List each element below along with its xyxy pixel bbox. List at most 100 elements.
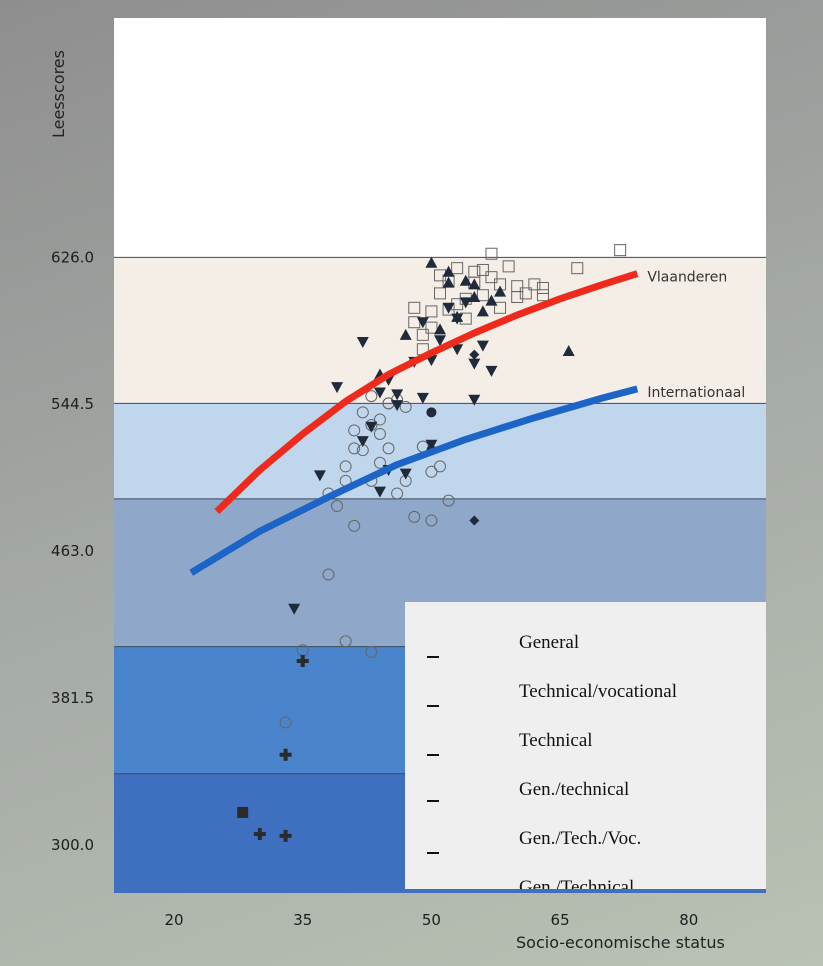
cross-point: [283, 748, 288, 761]
triangle-up-point: [476, 305, 489, 317]
legend-item: Gen./technical: [405, 779, 766, 809]
cross-point: [300, 655, 305, 668]
legend-marker: [427, 705, 439, 707]
triangle-down-point: [468, 394, 481, 406]
triangle-up-point: [399, 328, 412, 340]
cross-point: [283, 829, 288, 842]
open-square-point: [408, 301, 421, 314]
open-square-point: [536, 289, 549, 302]
triangle-down-point: [416, 392, 429, 404]
y-axis-ticks: 626.0 544.5 463.0 381.5 300.0: [51, 248, 94, 854]
y-tick-label: 626.0: [51, 248, 94, 266]
curve-label: Vlaanderen: [647, 270, 727, 286]
open-square-point: [502, 260, 515, 273]
triangle-up-point: [451, 310, 464, 322]
open-square-point: [485, 271, 498, 284]
triangle-down-point: [313, 470, 326, 482]
open-circle-point: [348, 442, 361, 455]
legend-item: Technical: [405, 730, 766, 760]
score-band: [114, 18, 766, 258]
open-circle-point: [442, 494, 455, 507]
triangle-down-point: [373, 387, 386, 399]
open-square-point: [416, 328, 429, 341]
open-square-point: [451, 262, 464, 275]
y-tick-label: 544.5: [51, 395, 94, 413]
legend: General Technical/vocational Technical Gen.…: [405, 602, 766, 889]
curve-vlaanderen: [214, 270, 639, 515]
open-square-point: [485, 247, 498, 260]
x-tick-label: 20: [165, 911, 184, 929]
open-square-point: [476, 289, 489, 302]
open-square-point: [434, 287, 446, 300]
y-tick-label: 381.5: [51, 689, 94, 707]
legend-marker: [427, 852, 439, 854]
triangle-up-point: [425, 256, 438, 268]
legend-item: Gen./Tech./Voc.: [405, 828, 766, 858]
triangle-down-point: [365, 421, 378, 433]
triangle-down-point: [331, 382, 344, 394]
open-circle-point: [425, 465, 438, 478]
triangle-up-point: [468, 290, 481, 302]
open-circle-point: [348, 519, 361, 532]
open-circle-point: [399, 400, 412, 413]
legend-marker: [427, 754, 439, 756]
x-tick-label: 65: [551, 911, 570, 929]
trend-curves: Vlaanderen Internationaal: [189, 270, 745, 576]
legend-label: Gen./Technical: [519, 877, 635, 889]
open-circle-point: [331, 500, 344, 513]
open-square-point: [536, 281, 549, 294]
open-circle-point: [279, 716, 292, 729]
open-square-point: [476, 263, 489, 276]
x-axis-title: Socio-economische status: [516, 933, 725, 952]
triangle-down-point: [442, 302, 455, 314]
curve-internationaal: [189, 385, 639, 576]
open-square-point: [468, 265, 481, 278]
open-circle-point: [382, 442, 395, 455]
open-circle-point: [365, 390, 378, 403]
open-circle-point: [339, 635, 352, 648]
filled-square-point: [237, 806, 249, 818]
triangle-up-point: [442, 265, 455, 277]
triangle-up-point: [434, 323, 446, 335]
legend-item: Gen./Technical: [405, 877, 766, 889]
triangle-down-point: [416, 317, 429, 329]
open-square-point: [528, 278, 541, 291]
triangle-down-point: [391, 389, 404, 401]
triangle-up-point: [442, 276, 455, 288]
open-circle-point: [425, 514, 438, 527]
legend-label: Technical/vocational: [519, 681, 677, 702]
open-circle-point: [373, 413, 386, 426]
triangle-down-point: [476, 340, 489, 352]
open-square-point: [494, 301, 507, 314]
y-axis-title: Leesscores: [49, 50, 68, 138]
y-tick-label: 463.0: [51, 542, 94, 560]
triangle-down-point: [485, 365, 498, 377]
legend-marker: [427, 800, 439, 802]
triangle-down-point: [468, 358, 481, 370]
open-square-point: [614, 244, 627, 257]
legend-label: Gen./Tech./Voc.: [519, 828, 642, 849]
triangle-up-point: [485, 294, 498, 306]
triangle-down-point: [391, 400, 404, 412]
filled-circle-point: [426, 407, 437, 418]
open-circle-point: [348, 424, 361, 437]
data-points: [237, 244, 627, 842]
triangle-down-point: [451, 344, 464, 356]
triangle-down-point: [373, 486, 386, 498]
open-square-point: [511, 290, 524, 303]
open-square-point: [425, 305, 438, 318]
triangle-down-point: [399, 468, 412, 480]
open-square-point: [571, 262, 584, 275]
x-axis-ticks: 20 35 50 65 80: [165, 911, 699, 929]
curve-label: Internationaal: [647, 385, 745, 401]
legend-marker: [427, 656, 439, 658]
legend-label: Gen./technical: [519, 779, 630, 800]
open-circle-point: [356, 406, 369, 419]
legend-item: General: [405, 632, 766, 662]
open-circle-point: [373, 456, 386, 469]
open-circle-point: [434, 460, 446, 473]
open-square-point: [519, 287, 532, 300]
open-circle-point: [365, 646, 378, 659]
legend-item: Technical/vocational: [405, 681, 766, 711]
diamond-point: [469, 515, 480, 526]
